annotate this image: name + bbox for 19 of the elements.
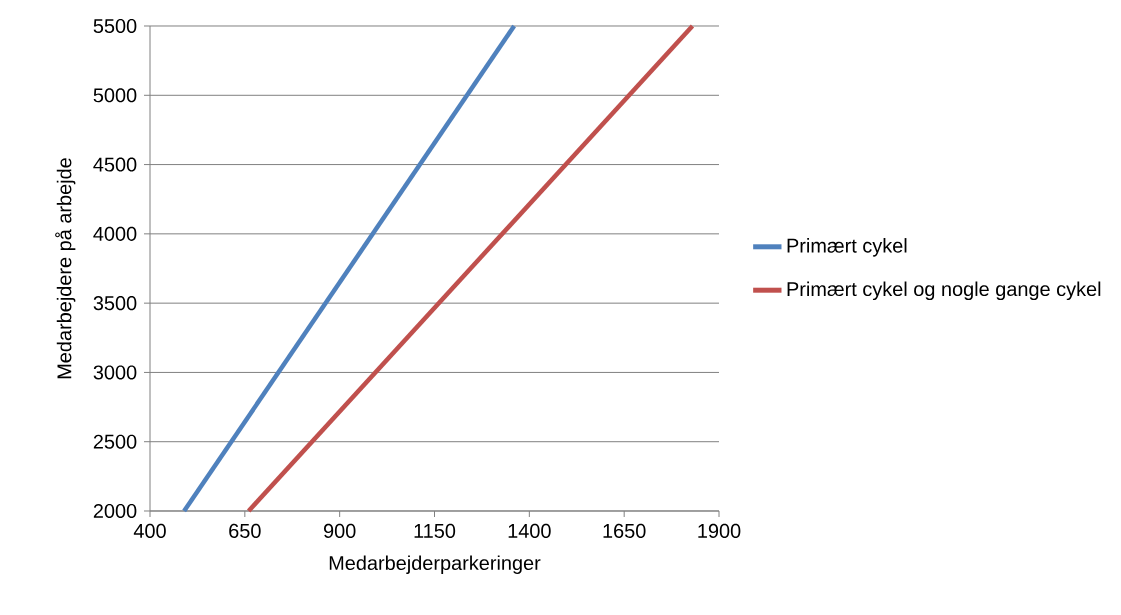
x-tick-label: 1900: [698, 523, 741, 538]
y-tick-label: 2500: [93, 434, 137, 449]
y-tick-label: 4500: [93, 157, 137, 172]
x-tick-label: 1400: [508, 523, 551, 538]
x-tick-label: 900: [323, 523, 356, 538]
x-tick-label: 1150: [414, 523, 456, 538]
y-tick-label: 5500: [93, 18, 137, 34]
legend-label: Primært cykel og nogle gange cykel: [787, 281, 1101, 301]
y-axis-title: Medarbejdere på arbejde: [55, 158, 76, 379]
x-tick-label: 400: [133, 523, 166, 538]
y-tick-label: 3000: [93, 365, 137, 380]
y-tick-label: 5000: [93, 88, 137, 103]
x-axis-title: Medarbejderparkeringer: [329, 555, 541, 575]
y-tick-label: 3500: [93, 296, 137, 311]
legend-label: Primært cykel: [787, 238, 907, 257]
y-tick-label: 2000: [93, 503, 137, 519]
x-tick-label: 1650: [603, 523, 646, 538]
y-tick-label: 4000: [93, 226, 137, 241]
x-tick-label: 650: [229, 523, 261, 538]
